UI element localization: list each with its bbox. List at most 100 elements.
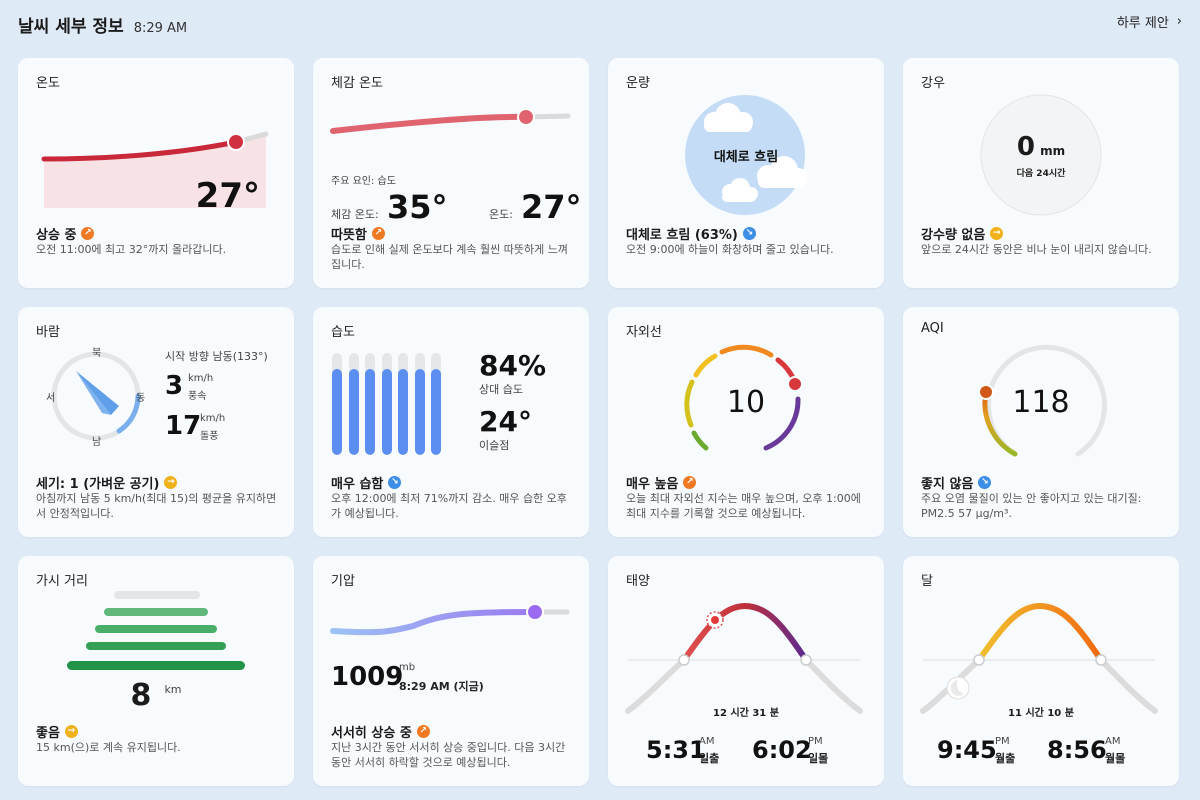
humidity-bar-fill — [414, 369, 425, 455]
temperature-trend-chart — [41, 131, 269, 208]
page-title: 날씨 세부 정보 — [18, 17, 124, 37]
visibility-unit: km — [164, 683, 182, 696]
status-text: 세기: 1 (가벼운 공기) — [36, 477, 160, 492]
card-title: AQI — [921, 321, 944, 336]
card-title: 체감 온도 — [331, 76, 383, 91]
humidity-bar-fill — [365, 369, 375, 455]
status: 대체로 흐림 (63%) ↘ — [626, 224, 756, 243]
card-title: 습도 — [331, 325, 355, 340]
rainfall-value: 0 — [1016, 132, 1035, 162]
status: 좋음 → — [36, 722, 78, 741]
card-title: 가시 거리 — [36, 574, 88, 589]
status: 매우 높음 ↗ — [626, 473, 697, 492]
dew-point-value: 24° — [479, 405, 532, 438]
humidity-value: 84% — [479, 349, 547, 382]
status-text: 좋지 않음 — [921, 477, 974, 492]
cloud-cover-card[interactable]: 운량 대체로 흐림 대체로 흐림 (63%) ↘ 오전 9:00에 하늘이 화창… — [608, 58, 884, 288]
uv-index-card[interactable]: 자외선 10 매우 높음 ↗ 오늘 최대 자외선 지수는 매우 높으며, 오후 … — [608, 307, 884, 537]
status: 세기: 1 (가벼운 공기) → — [36, 473, 178, 492]
humidity-bar-fill — [348, 369, 359, 455]
description: 오후 12:00에 최저 71%까지 감소. 매우 습한 오후가 예상됩니다. — [331, 492, 567, 520]
wind-card[interactable]: 바람 북 남 서 동 시작 방향 남동(133°) 3 km/h 풍속 17 k… — [18, 307, 294, 537]
uv-value: 10 — [726, 385, 766, 420]
trend-steady-icon: → — [990, 227, 1004, 240]
description: 습도로 인해 실제 온도보다 계속 훨씬 따뜻하게 느껴집니다. — [331, 243, 568, 271]
humidity-bar-fill — [398, 369, 408, 455]
header: 날씨 세부 정보 8:29 AM — [18, 12, 187, 37]
status-text: 매우 습함 — [331, 477, 384, 492]
status-text: 강수량 없음 — [921, 228, 986, 243]
card-title: 태양 — [626, 574, 650, 589]
uv-gauge — [684, 344, 803, 451]
rainfall-gauge — [980, 94, 1102, 216]
humidity-card[interactable]: 습도 84% 상대 습도 24° 이슬점 매우 습함 ↘ 오후 12:00에 최… — [313, 307, 589, 537]
humidity-bar-fill — [381, 369, 392, 455]
trend-down-icon: ↘ — [978, 476, 992, 489]
description: 15 km(으)로 계속 유지됩니다. — [36, 741, 181, 754]
trend-steady-icon: → — [164, 476, 178, 489]
aqi-card[interactable]: AQI 118 좋지 않음 ↘ 주요 오염 물질이 있는 안 좋아지고 있는 대… — [903, 307, 1179, 537]
aqi-gauge — [978, 344, 1107, 457]
rainfall-card[interactable]: 강우 0 mm 다음 24시간 강수량 없음 → 앞으로 24시간 동안은 비나… — [903, 58, 1179, 288]
sunset-label: 일몰 — [808, 752, 829, 765]
compass-north-label: 북 — [92, 348, 102, 359]
moon-card[interactable]: 달 11 시간 10 분 9:45 PM 월출 8:56 AM 월몰 — [903, 556, 1179, 786]
daylight-duration: 12 시간 31 분 — [713, 708, 779, 719]
trend-down-icon: ↘ — [742, 227, 756, 240]
feels-like-card[interactable]: 체감 온도 주요 요인: 습도 체감 온도: 35° 온도: 27° 따뜻함 ↗… — [313, 58, 589, 288]
visibility-card[interactable]: 가시 거리 8 km 좋음 → 15 km(으)로 계속 유지됩니다. — [18, 556, 294, 786]
wind-direction: 시작 방향 남동(133°) — [165, 350, 268, 363]
description: 오전 9:00에 하늘이 화창하며 줄고 있습니다. — [626, 243, 834, 256]
humidity-label: 상대 습도 — [479, 383, 523, 396]
compass-south-label: 남 — [92, 437, 102, 448]
humidity-bar — [431, 353, 441, 455]
cloud-center-label: 대체로 흐림 — [713, 150, 779, 165]
current-time: 8:29 AM — [133, 21, 188, 36]
sunrise-label: 일출 — [699, 752, 720, 765]
moonrise-time: 9:45 — [937, 736, 997, 764]
feels-label: 체감 온도: — [331, 208, 379, 221]
card-title: 자외선 — [626, 325, 662, 340]
moonrise-ampm: PM — [995, 736, 1010, 747]
humidity-bar — [365, 353, 375, 455]
description: 오늘 최대 자외선 지수는 매우 높으며, 오후 1:00에 최대 지수를 기록… — [626, 492, 861, 520]
card-title: 강우 — [921, 76, 945, 91]
card-title: 달 — [921, 574, 933, 589]
humidity-bar-fill — [431, 369, 441, 455]
description: 지난 3시간 동안 서서히 상승 중입니다. 다음 3시간 동안 서서히 하락할… — [331, 741, 566, 769]
status: 상승 중 ↗ — [36, 224, 95, 243]
temp-label: 온도: — [489, 208, 513, 221]
moonset-time: 8:56 — [1047, 736, 1107, 764]
sun-path-chart — [625, 602, 863, 714]
rainfall-unit: mm — [1040, 144, 1066, 158]
dew-point-label: 이슬점 — [479, 439, 510, 452]
sun-card[interactable]: 태양 12 시간 31 분 5:31 AM 일출 6:02 PM 일몰 — [608, 556, 884, 786]
status-text: 상승 중 — [36, 228, 77, 243]
trend-up-icon: ↗ — [683, 476, 697, 489]
gust-value: 17 — [165, 411, 202, 441]
status-text: 매우 높음 — [626, 477, 679, 492]
gust-label: 돌풍 — [200, 431, 219, 442]
pressure-trend-chart — [330, 603, 570, 636]
temp-value: 27° — [521, 188, 582, 226]
rainfall-value-group: 0 mm — [903, 132, 1179, 162]
card-title: 바람 — [36, 325, 60, 340]
moon-duration: 11 시간 10 분 — [1008, 708, 1074, 719]
pressure-unit: mb — [399, 662, 416, 673]
status: 서서히 상승 중 ↗ — [331, 722, 430, 741]
status-text: 대체로 흐림 (63%) — [626, 228, 738, 243]
temperature-card[interactable]: 온도 27° 상승 중 ↗ 오전 11:00에 최고 32°까지 올라갑니다. — [18, 58, 294, 288]
daily-suggestion-link[interactable]: 하루 제안 › — [1117, 12, 1182, 31]
pressure-time: 8:29 AM (지금) — [399, 680, 484, 693]
moonset-ampm: AM — [1105, 736, 1121, 747]
pressure-card[interactable]: 기압 1009 mb 8:29 AM (지금) 서서히 상승 중 ↗ 지난 3시… — [313, 556, 589, 786]
gust-unit: km/h — [200, 413, 226, 424]
moonset-label: 월몰 — [1105, 752, 1126, 765]
status: 매우 습함 ↘ — [331, 473, 402, 492]
feels-like-chart — [330, 108, 571, 134]
card-title: 온도 — [36, 76, 60, 91]
card-title: 운량 — [626, 76, 650, 91]
temperature-value: 27° — [195, 176, 260, 216]
wind-speed-value: 3 — [165, 371, 184, 401]
daily-suggestion-label: 하루 제안 — [1116, 16, 1169, 31]
